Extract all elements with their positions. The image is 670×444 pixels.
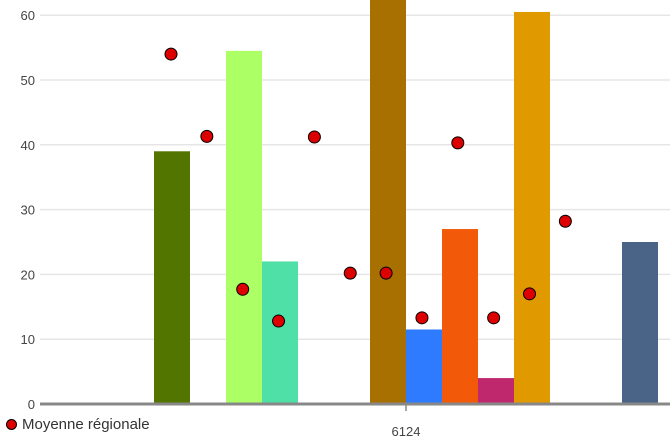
bar <box>442 229 478 404</box>
y-tick-label: 20 <box>21 267 35 282</box>
points <box>164 47 572 328</box>
scatter-point <box>307 130 321 144</box>
scatter-point <box>164 47 178 61</box>
scatter-point <box>415 311 429 325</box>
bar <box>154 151 190 404</box>
bar <box>226 50 262 405</box>
bar <box>622 242 658 404</box>
scatter-point <box>558 214 572 228</box>
legend-label: Moyenne régionale <box>22 416 150 433</box>
legend: Moyenne régionale <box>6 416 150 433</box>
scatter-point <box>379 266 393 280</box>
bar <box>478 378 514 404</box>
axes: 0 10 20 30 40 50 60 6124 <box>21 8 670 439</box>
scatter-point <box>451 136 465 150</box>
y-tick-label: 10 <box>21 332 35 347</box>
y-tick-label: 0 <box>28 397 35 412</box>
scatter-point <box>343 266 357 280</box>
bar <box>370 0 406 404</box>
x-tick-label: 6124 <box>392 424 421 439</box>
scatter-point <box>523 287 536 301</box>
scatter-point <box>236 282 250 296</box>
y-tick-label: 30 <box>21 203 35 218</box>
scatter-point <box>487 311 501 325</box>
scatter-point <box>200 129 214 143</box>
bar <box>406 329 442 404</box>
grid-lines <box>40 14 670 340</box>
y-tick-label: 50 <box>21 73 35 88</box>
y-tick-label: 60 <box>21 8 35 23</box>
bar <box>514 11 550 405</box>
bar <box>262 261 298 404</box>
legend-marker <box>6 419 17 430</box>
bars <box>154 0 658 405</box>
y-tick-label: 40 <box>21 138 35 153</box>
scatter-point <box>272 314 286 328</box>
